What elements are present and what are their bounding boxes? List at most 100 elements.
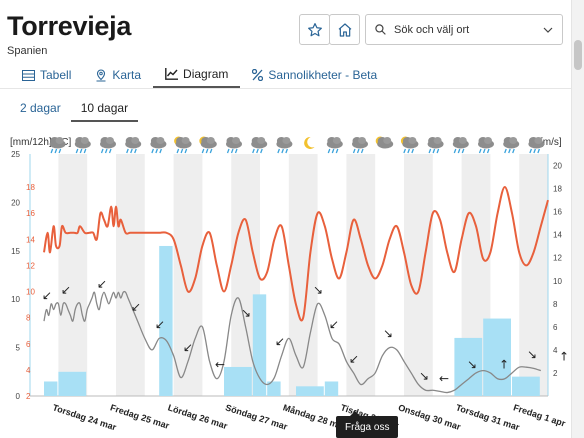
rain-drop: [155, 148, 159, 154]
location-search[interactable]: Sök och välj ort: [365, 14, 563, 45]
rain-icon: [352, 137, 368, 154]
wind-direction-arrow: ↘: [527, 347, 537, 361]
cloud-shape: [156, 137, 165, 144]
tab-karta[interactable]: Karta: [83, 62, 153, 88]
wind-direction-arrow: ←: [215, 358, 225, 372]
sun-rain-icon: [174, 136, 192, 154]
meteogram-chart: 25 20 15 10 5 0 18 16 14 12 10 8 6 4 2 20 18 16 14 12 10 8 6 4 2…: [11, 136, 569, 433]
rain-icon: [326, 137, 343, 154]
cloud-shape: [332, 137, 341, 144]
rain-drop: [159, 148, 163, 154]
temp-tick-label: 16: [26, 209, 35, 218]
wind-tick-label: 18: [553, 185, 562, 194]
moon-shape: [304, 136, 315, 149]
table-icon: [22, 69, 35, 81]
home-button[interactable]: [329, 14, 360, 45]
rain-drop: [482, 148, 486, 154]
rain-drop: [226, 148, 230, 154]
rain-icon: [503, 137, 520, 154]
temp-tick-label: 12: [26, 261, 35, 270]
rain-drop: [331, 148, 335, 154]
percent-icon: [252, 69, 264, 81]
rain-icon: [478, 137, 494, 154]
rain-icon: [276, 137, 293, 154]
rain-drop: [83, 148, 87, 154]
tab-2-dagar[interactable]: 2 dagar: [20, 101, 61, 115]
rain-icon: [226, 137, 242, 154]
tab-10-dagar[interactable]: 10 dagar: [70, 98, 139, 122]
sun-cloud-icon: [375, 136, 394, 149]
rain-drop: [126, 148, 129, 154]
wind-direction-arrow: ↙: [275, 335, 285, 349]
rain-drop: [453, 148, 457, 154]
cloud-shape: [282, 137, 291, 144]
moon-icon: [304, 136, 315, 149]
page-scrollbar[interactable]: [571, 0, 584, 438]
wind-direction-arrow: ↙: [61, 283, 71, 297]
cloud-shape: [383, 137, 392, 144]
rain-drop: [209, 148, 213, 154]
search-icon: [375, 24, 386, 35]
precip-bar: [512, 376, 540, 396]
tab-label: Karta: [112, 68, 142, 82]
wind-direction-arrow: ↑: [499, 358, 509, 372]
night-band: [346, 154, 376, 396]
day-label: Söndag 27 mar: [224, 402, 289, 432]
chart-icon: [165, 68, 179, 80]
rain-icon: [125, 137, 142, 154]
scroll-thumb[interactable]: [574, 40, 582, 70]
cloud-shape: [206, 137, 215, 144]
rain-drop: [130, 148, 133, 154]
day-label: Torsdag 31 mar: [455, 402, 522, 432]
wind-tick-label: 10: [553, 277, 562, 286]
rain-drop: [537, 148, 541, 154]
wind-tick-label: 4: [553, 346, 558, 355]
rain-drop: [230, 148, 234, 154]
wind-tick-label: 6: [553, 323, 558, 332]
rain-drop: [277, 148, 281, 154]
wind-tick-label: 8: [553, 300, 558, 309]
tab-diagram[interactable]: Diagram: [153, 62, 241, 88]
wind-direction-arrow: ↙: [329, 317, 339, 331]
wind-direction-arrow: ↘: [313, 283, 323, 297]
cloud-shape: [458, 137, 467, 144]
tab-label: Tabell: [40, 68, 72, 82]
rain-drop: [403, 148, 407, 154]
rain-drop: [335, 148, 339, 154]
rain-drop: [54, 148, 58, 154]
wind-tick-label: 14: [553, 231, 562, 240]
cloud-shape: [131, 137, 140, 144]
wind-direction-arrow: ↙: [42, 289, 52, 303]
rain-drop: [432, 148, 436, 154]
precip-bar: [252, 294, 267, 396]
wind-direction-arrow: ↙: [131, 300, 141, 314]
rain-drop: [285, 148, 289, 154]
rain-icon: [452, 137, 469, 154]
rain-drop: [201, 148, 205, 154]
tab-sannolikheter[interactable]: Sannolikheter - Beta: [240, 62, 389, 88]
wind-direction-arrow: ↘: [419, 369, 429, 383]
precip-tick-label: 10: [11, 295, 20, 304]
wind-direction-arrow: ↙: [97, 277, 107, 291]
favorite-button[interactable]: [299, 14, 330, 45]
wind-line: [43, 290, 542, 394]
rain-drop: [176, 148, 180, 154]
temp-tick-label: 8: [26, 314, 31, 323]
precip-tick-label: 15: [11, 247, 20, 256]
rain-icon: [49, 137, 66, 154]
rain-icon: [74, 137, 91, 154]
night-band: [58, 154, 88, 396]
tabs-divider: [0, 88, 571, 89]
ask-us-tooltip[interactable]: Fråga oss: [336, 411, 399, 438]
tab-tabell[interactable]: Tabell: [10, 62, 83, 88]
rain-drop: [50, 148, 54, 154]
cloud-shape: [181, 137, 190, 144]
cloud-shape: [257, 137, 266, 144]
chevron-down-icon: [543, 27, 553, 33]
cloud-shape: [509, 137, 518, 144]
precip-bar: [224, 366, 252, 396]
precip-bar: [324, 381, 339, 396]
right-axis-label: [m/s]: [540, 137, 562, 148]
rain-drop: [75, 148, 79, 154]
rain-drop: [151, 148, 155, 154]
